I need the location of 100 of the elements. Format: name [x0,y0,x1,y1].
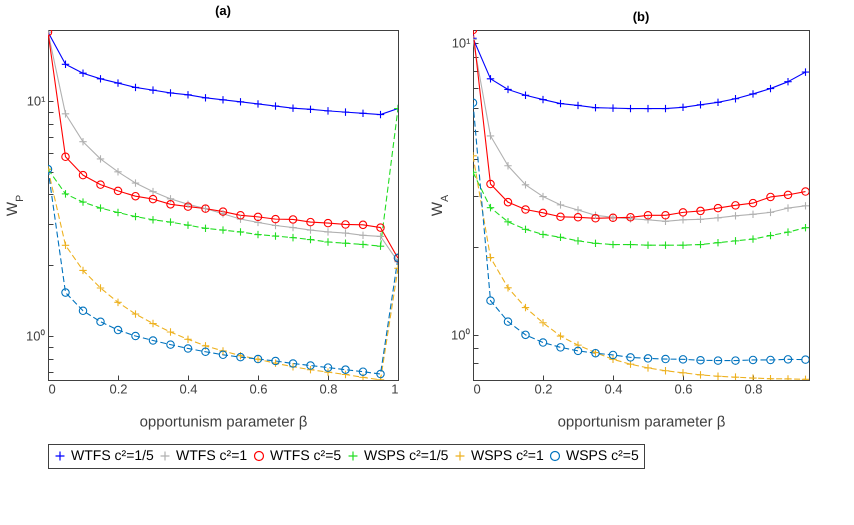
point [661,240,670,250]
chart-title: (a) [215,3,231,18]
x-tick-label: 0.2 [109,382,128,396]
point [114,298,122,307]
point [114,326,122,334]
y-tick-label: 10¹ [452,36,472,51]
point [306,235,315,244]
point [521,180,530,190]
point [166,194,175,204]
point [521,330,530,340]
point [254,100,262,108]
point [538,95,548,104]
point [114,186,122,196]
point [748,210,758,219]
point [61,60,70,69]
point [696,370,705,380]
point [696,206,705,216]
point [784,77,792,86]
point [714,204,722,212]
point [644,104,652,113]
point [556,343,565,352]
point [148,216,158,224]
point [661,354,670,364]
point [731,236,740,246]
point [538,338,548,347]
point [661,217,670,226]
point [784,355,792,364]
point [306,226,315,234]
point [61,110,70,118]
point [131,83,140,92]
point [696,356,705,365]
point [504,284,512,292]
point [661,104,670,113]
point [114,168,122,176]
point [376,370,385,378]
point [236,214,245,224]
point [801,223,809,232]
point [678,103,688,112]
point [504,218,512,226]
point [236,211,245,220]
point [608,240,618,249]
point [678,368,688,378]
point [358,231,368,240]
point [288,215,298,224]
point [696,240,705,249]
point [341,228,350,238]
x-tick-label: 0.4 [604,382,623,396]
point [131,332,140,340]
point [166,200,175,209]
point [801,355,809,364]
point [714,238,722,247]
point [696,215,705,224]
legend-label: WTFS c²=1/5 [71,447,154,463]
point [376,223,385,232]
point [574,213,582,222]
point [166,340,175,349]
point [324,228,332,236]
legend-label: WTFS c²=1 [176,447,248,463]
point [801,202,809,210]
x-tick-label: 0.2 [534,382,553,396]
point [131,212,140,221]
point [288,233,298,242]
point [201,348,210,356]
point [766,84,775,93]
y-tick-label: 10¹ [26,93,46,108]
point [271,102,280,110]
point [148,187,158,196]
point [358,220,368,230]
point [166,218,175,226]
point [486,132,495,140]
y-tick-label: 10⁰ [451,327,470,342]
point [358,240,368,249]
y-tick-label: 10⁰ [26,328,46,344]
point [254,218,262,227]
point [288,104,298,112]
legend-label: WTFS c²=5 [270,447,342,463]
point [748,374,758,380]
point [644,240,652,250]
point [324,238,332,246]
point [288,362,298,372]
point [766,208,775,217]
x-tick-label: 0.8 [319,382,338,396]
point [184,335,192,344]
point [376,110,385,119]
point [574,346,582,356]
point [731,94,740,104]
x-tick-label: 0.6 [674,382,693,396]
point [678,240,688,250]
point [521,205,530,214]
point [538,318,548,328]
point [574,340,582,350]
point [644,216,652,224]
point [556,212,565,222]
x-tick-label: 0.8 [744,382,763,396]
point [254,230,262,239]
point [504,162,512,170]
point [626,353,635,362]
point [556,332,565,340]
point [591,239,600,248]
point [306,105,315,114]
